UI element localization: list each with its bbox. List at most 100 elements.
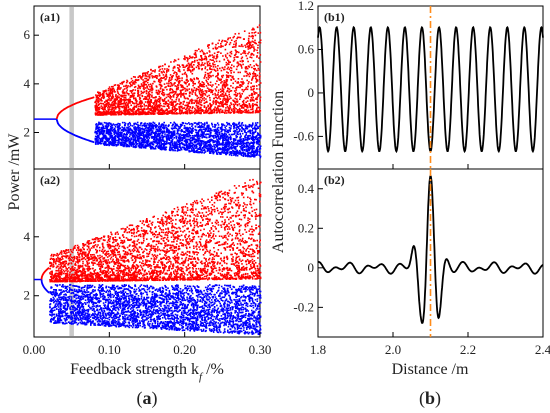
a1-lower-point bbox=[210, 134, 213, 137]
a1-lower-point bbox=[180, 148, 183, 151]
a1-upper-point bbox=[129, 98, 131, 101]
a1-upper-point bbox=[170, 79, 172, 81]
a1-upper-point bbox=[216, 86, 218, 88]
a1-upper-point bbox=[122, 103, 124, 105]
a1-lower-point bbox=[160, 148, 163, 151]
a1-upper-point bbox=[212, 100, 215, 102]
a1-upper-point bbox=[229, 55, 232, 58]
a1-lower-point bbox=[202, 143, 205, 145]
a1-lower-point bbox=[123, 141, 125, 144]
a1-lower-point bbox=[243, 144, 245, 147]
a1-lower-point bbox=[244, 125, 247, 127]
a1-upper-point bbox=[194, 52, 197, 54]
a1-upper-point bbox=[220, 94, 222, 96]
a1-upper-point bbox=[242, 52, 244, 54]
a1-upper-point bbox=[249, 56, 251, 58]
a1-upper-point bbox=[123, 99, 125, 102]
a1-upper-point bbox=[181, 73, 184, 76]
a1-upper-point bbox=[144, 81, 146, 83]
a1-lower-point bbox=[115, 132, 117, 134]
a1-lower-point bbox=[203, 148, 206, 151]
a1-lower-point bbox=[104, 136, 106, 138]
a1-lower-point bbox=[96, 141, 99, 143]
a1-upper-point bbox=[196, 109, 198, 112]
a1-lower-point bbox=[252, 127, 254, 130]
a1-upper-point bbox=[243, 82, 245, 84]
a1-lower-point bbox=[163, 125, 165, 127]
a1-upper-point bbox=[248, 104, 251, 106]
a1-upper-point bbox=[126, 104, 128, 107]
a1-lower-point bbox=[154, 134, 156, 136]
a1-lower-point bbox=[154, 139, 156, 141]
a1-lower-point bbox=[186, 146, 188, 149]
a1-upper-point bbox=[124, 99, 127, 101]
a1-lower-point bbox=[178, 127, 180, 130]
a1-lower-point bbox=[209, 144, 211, 146]
a1-lower-point bbox=[188, 122, 190, 124]
a1-lower-point bbox=[138, 131, 141, 133]
a1-lower-point bbox=[195, 147, 198, 149]
a1-lower-point bbox=[249, 132, 252, 135]
a1-lower-point bbox=[217, 129, 220, 131]
a1-upper-point bbox=[248, 42, 250, 44]
a1-upper-point bbox=[205, 110, 207, 113]
a1-upper-point bbox=[154, 96, 157, 99]
a1-lower-point bbox=[220, 143, 222, 146]
a1-lower-point bbox=[166, 138, 168, 140]
a1-upper-point bbox=[123, 88, 126, 90]
a1-lower-point bbox=[183, 127, 185, 130]
a1-lower-point bbox=[204, 122, 206, 124]
a1-upper-point bbox=[201, 93, 203, 95]
a1-upper-point bbox=[171, 102, 173, 104]
a1-upper-point bbox=[256, 56, 258, 58]
a1-lower-point bbox=[132, 133, 135, 136]
a1-upper-point bbox=[171, 111, 174, 113]
a1-lower-point bbox=[178, 146, 181, 148]
a1-upper-point bbox=[151, 89, 153, 92]
a1-lower-point bbox=[206, 149, 209, 151]
a1-lower-point bbox=[138, 139, 140, 142]
a1-upper-point bbox=[227, 108, 230, 110]
a1-upper-point bbox=[121, 112, 124, 115]
a1-upper-point bbox=[152, 102, 154, 104]
a1-lower-point bbox=[259, 137, 262, 139]
a1-upper-point bbox=[243, 102, 245, 105]
a1-upper-point bbox=[251, 40, 254, 43]
a1-lower-point bbox=[131, 131, 133, 133]
a1-upper-point bbox=[233, 46, 235, 48]
a1-lower-point bbox=[143, 128, 146, 130]
a1-upper-point bbox=[219, 67, 221, 70]
a1-upper-point bbox=[199, 98, 201, 101]
a1-lower-point bbox=[239, 136, 241, 139]
a1-lower-point bbox=[111, 142, 113, 144]
a1-lower-point bbox=[148, 137, 151, 139]
a1-lower-point bbox=[229, 128, 232, 130]
a1-upper-point bbox=[254, 41, 256, 44]
a1-upper-point bbox=[178, 107, 181, 109]
a1-lower-point bbox=[181, 137, 183, 139]
a1-lower-point bbox=[121, 126, 123, 128]
a1-lower-point bbox=[171, 133, 174, 136]
a1-lower-point bbox=[225, 146, 227, 149]
a1-lower-point bbox=[140, 137, 143, 140]
a1-lower-point bbox=[154, 131, 157, 133]
a1-lower-point bbox=[164, 143, 166, 146]
a1-upper-point bbox=[223, 68, 226, 71]
a1-lower-point bbox=[218, 152, 221, 154]
a1-upper-point bbox=[136, 105, 138, 107]
a1-upper-point bbox=[103, 96, 106, 98]
a1-lower-point bbox=[227, 138, 229, 141]
a1-upper-point bbox=[111, 101, 113, 104]
a1-upper-point bbox=[259, 91, 261, 93]
a1-lower-point bbox=[237, 142, 240, 144]
a1-upper-point bbox=[137, 87, 139, 90]
a1-upper-point bbox=[123, 85, 125, 88]
a1-upper-point bbox=[137, 84, 140, 87]
a1-upper-point bbox=[95, 105, 98, 108]
a1-upper-point bbox=[188, 64, 191, 67]
a1-lower-point bbox=[181, 146, 184, 148]
a1-upper-point bbox=[230, 90, 233, 92]
a1-lower-point bbox=[258, 152, 261, 154]
a1-upper-point bbox=[225, 107, 227, 109]
a1-upper-point bbox=[220, 44, 222, 47]
